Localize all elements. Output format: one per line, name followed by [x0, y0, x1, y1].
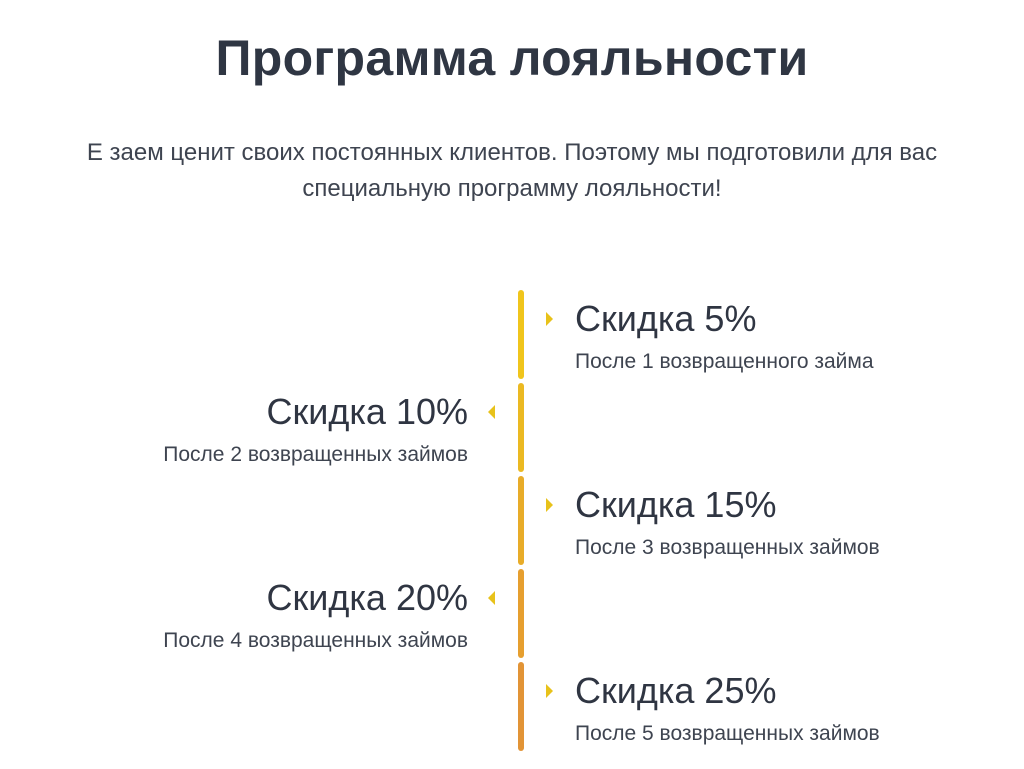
step-subtitle: После 4 возвращенных займов [163, 629, 468, 652]
step-heading: Скидка 10% [266, 391, 468, 432]
loyalty-step-5: Скидка 25% После 5 возвращенных займов [575, 671, 880, 747]
loyalty-step-1: Скидка 5% После 1 возвращенного займа [575, 299, 874, 375]
step-subtitle: После 5 возвращенных займов [575, 722, 880, 745]
arrow-right-icon [546, 312, 553, 326]
arrow-left-icon [488, 591, 495, 605]
timeline-segment-5 [518, 662, 524, 751]
loyalty-step-2: Скидка 10% После 2 возвращенных займов [163, 392, 468, 468]
loyalty-step-4: Скидка 20% После 4 возвращенных займов [163, 578, 468, 654]
step-heading: Скидка 20% [266, 577, 468, 618]
step-subtitle: После 1 возвращенного займа [575, 350, 874, 373]
intro-line-2: специальную программу лояльности! [302, 175, 722, 202]
timeline-segment-1 [518, 290, 524, 379]
arrow-right-icon [546, 498, 553, 512]
step-subtitle: После 3 возвращенных займов [575, 536, 880, 559]
step-heading: Скидка 5% [575, 298, 757, 339]
timeline-segment-3 [518, 476, 524, 565]
step-heading: Скидка 25% [575, 670, 777, 711]
intro-line-1: Е заем ценит своих постоянных клиентов. … [86, 139, 938, 166]
loyalty-step-3: Скидка 15% После 3 возвращенных займов [575, 485, 880, 561]
page-title: Программа лояльности [215, 30, 809, 86]
timeline-segment-2 [518, 383, 524, 472]
arrow-left-icon [488, 405, 495, 419]
arrow-right-icon [546, 684, 553, 698]
timeline-segment-4 [518, 569, 524, 658]
step-subtitle: После 2 возвращенных займов [163, 443, 468, 466]
intro-text: Е заем ценит своих постоянных клиентов. … [0, 135, 1024, 207]
step-heading: Скидка 15% [575, 484, 777, 525]
